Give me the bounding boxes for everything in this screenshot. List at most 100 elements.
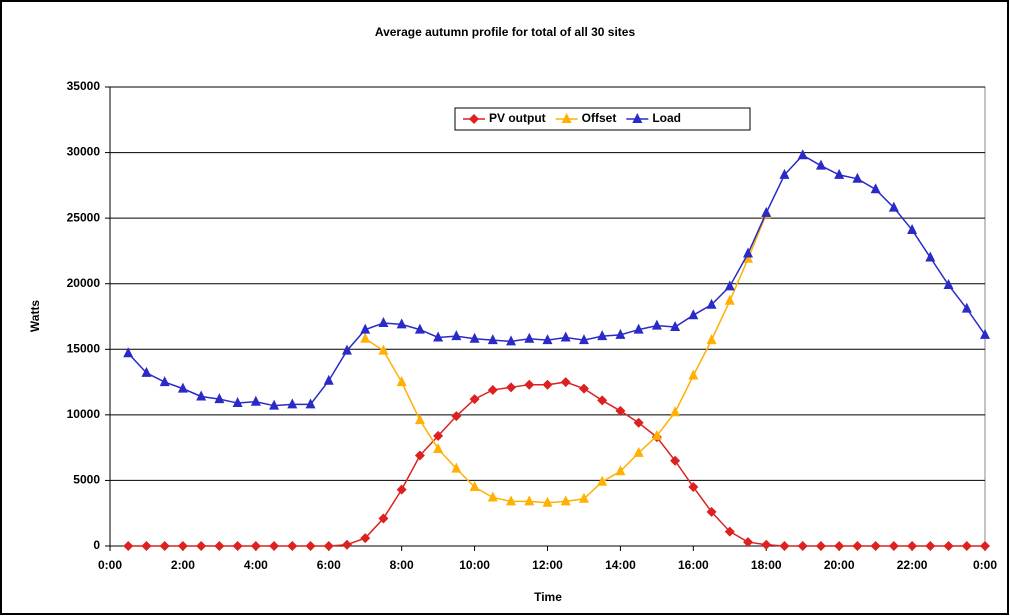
data-point <box>123 541 134 551</box>
data-point <box>196 541 207 551</box>
data-point <box>323 541 334 551</box>
data-point <box>560 495 571 506</box>
data-point <box>688 481 699 492</box>
data-point <box>578 492 589 503</box>
data-point <box>724 526 735 537</box>
x-tick-label: 20:00 <box>824 558 855 572</box>
data-point <box>597 395 608 406</box>
data-point <box>560 377 571 388</box>
data-point <box>706 298 717 309</box>
data-point <box>177 541 188 551</box>
data-point <box>159 376 170 387</box>
data-point <box>651 429 662 440</box>
data-point <box>633 417 644 428</box>
x-tick-label: 18:00 <box>751 558 782 572</box>
data-point <box>615 405 626 416</box>
data-point <box>925 251 936 262</box>
data-point <box>469 332 480 343</box>
legend-box <box>454 107 751 131</box>
data-point <box>487 334 498 345</box>
data-point <box>961 541 972 551</box>
data-point <box>834 168 845 179</box>
data-point <box>159 541 170 551</box>
data-point <box>651 319 662 330</box>
data-point <box>578 383 589 394</box>
y-tick-label: 5000 <box>73 473 100 487</box>
y-tick-label: 20000 <box>67 276 101 290</box>
x-tick-label: 12:00 <box>532 558 563 572</box>
y-tick-label: 30000 <box>67 145 101 159</box>
data-point <box>141 541 152 551</box>
data-point <box>451 462 462 473</box>
x-tick-label: 0:00 <box>973 558 997 572</box>
x-tick-label: 22:00 <box>897 558 928 572</box>
data-point <box>250 395 261 406</box>
data-point <box>524 379 535 390</box>
data-point <box>706 506 717 517</box>
data-point <box>961 302 972 313</box>
data-point <box>214 541 225 551</box>
data-point <box>141 366 152 377</box>
data-point <box>414 323 425 334</box>
data-point <box>506 335 517 346</box>
data-point <box>888 541 899 551</box>
data-point <box>378 344 389 355</box>
data-point <box>907 541 918 551</box>
y-tick-label: 0 <box>93 538 100 552</box>
data-point <box>834 541 845 551</box>
legend-label: Offset <box>582 111 617 125</box>
data-point <box>542 334 553 345</box>
data-point <box>943 279 954 290</box>
data-point <box>743 247 754 258</box>
data-point <box>232 397 243 408</box>
data-point <box>378 317 389 328</box>
data-point <box>269 399 280 410</box>
data-point <box>360 332 371 343</box>
data-point <box>287 398 298 409</box>
data-point <box>269 541 280 551</box>
data-point <box>743 537 754 548</box>
data-point <box>469 480 480 491</box>
data-point <box>688 369 699 380</box>
data-point <box>870 541 881 551</box>
y-tick-label: 35000 <box>67 79 101 93</box>
data-point <box>214 393 225 404</box>
legend-marker <box>469 114 479 124</box>
data-point <box>414 450 425 461</box>
x-axis-title: Time <box>534 590 562 604</box>
data-point <box>433 331 444 342</box>
x-tick-label: 16:00 <box>678 558 709 572</box>
data-point <box>542 496 553 507</box>
legend-marker <box>561 113 572 123</box>
data-point <box>177 382 188 393</box>
data-point <box>980 328 990 339</box>
data-point <box>907 223 918 234</box>
data-point <box>560 331 571 342</box>
data-point <box>360 533 371 544</box>
data-point <box>524 495 535 506</box>
data-point <box>615 465 626 476</box>
data-point <box>451 330 462 341</box>
data-point <box>779 541 790 551</box>
y-tick-label: 10000 <box>67 407 101 421</box>
data-point <box>506 382 517 393</box>
data-point <box>396 318 407 329</box>
data-point <box>396 376 407 387</box>
data-point <box>743 252 754 263</box>
data-point <box>724 280 735 291</box>
data-point <box>761 206 772 217</box>
data-point <box>615 328 626 339</box>
data-point <box>724 294 735 305</box>
data-point <box>597 475 608 486</box>
data-point <box>852 172 863 183</box>
data-point <box>469 394 480 405</box>
x-tick-label: 2:00 <box>171 558 195 572</box>
data-point <box>597 330 608 341</box>
data-point <box>232 541 243 551</box>
data-point <box>287 541 298 551</box>
data-point <box>706 334 717 345</box>
data-point <box>670 320 681 331</box>
data-point <box>797 541 808 551</box>
data-point <box>341 539 352 550</box>
